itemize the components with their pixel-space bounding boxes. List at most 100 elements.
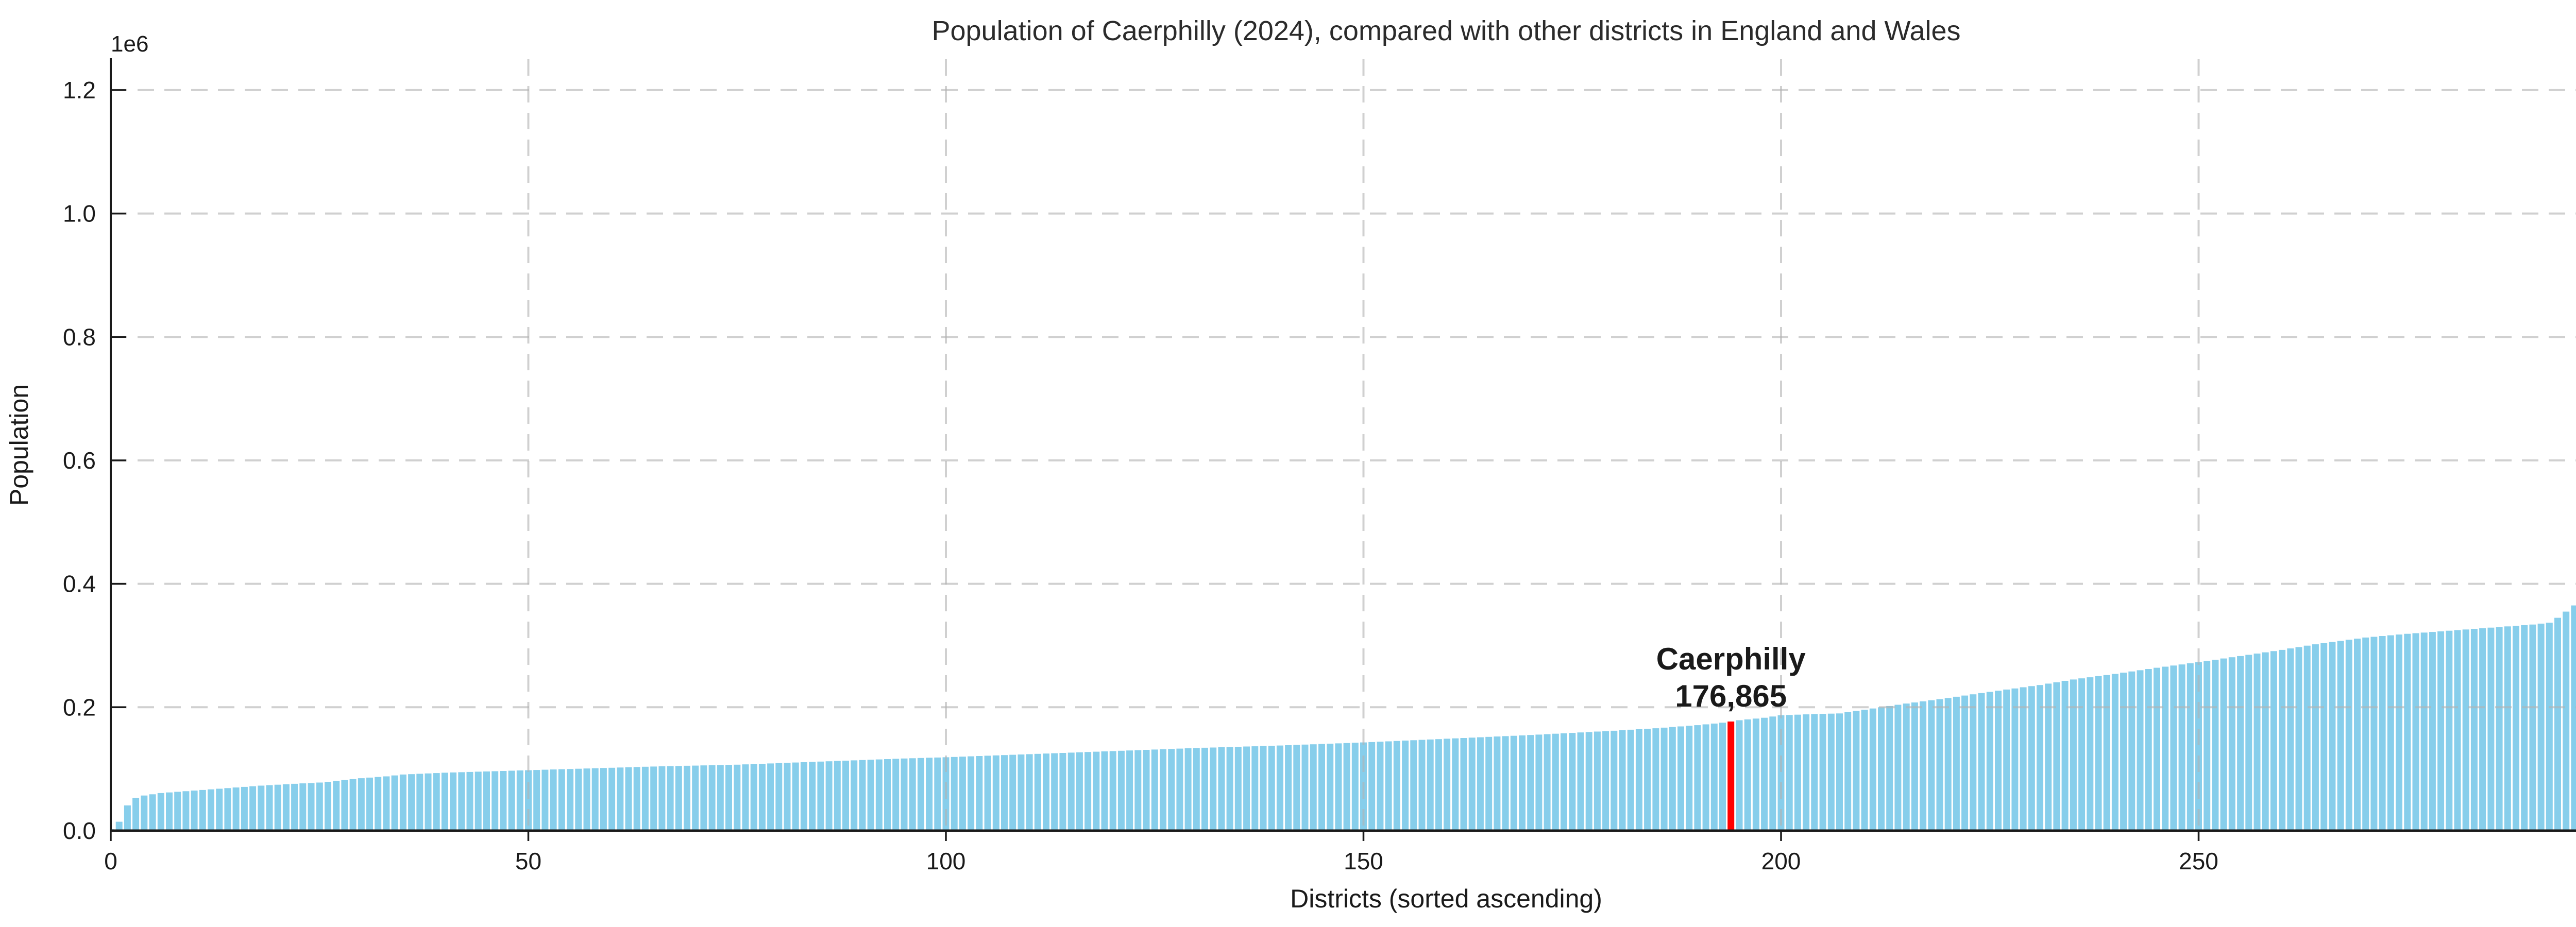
district-bar: [984, 756, 991, 831]
district-bar: [1151, 749, 1158, 831]
district-bar: [199, 789, 206, 831]
district-bar: [892, 759, 900, 831]
district-bar: [441, 772, 448, 831]
district-bar: [2111, 674, 2119, 831]
district-bar: [2195, 662, 2202, 831]
district-bar: [1126, 750, 1133, 831]
district-bar: [1686, 726, 1693, 831]
district-bar: [2245, 655, 2252, 831]
district-bar: [132, 798, 140, 831]
district-bar: [1844, 712, 1852, 831]
caerphilly-bar: [1727, 722, 1735, 831]
district-bar: [1368, 742, 1376, 831]
district-bar: [383, 776, 390, 831]
district-bar: [166, 792, 173, 831]
district-bar: [541, 769, 549, 831]
district-bar: [1710, 724, 1718, 831]
district-bar: [951, 757, 958, 831]
district-bar: [1460, 738, 1467, 831]
y-tick-label: 1.0: [63, 200, 96, 227]
district-bar: [2312, 644, 2319, 831]
district-bar: [1644, 729, 1651, 831]
district-bar: [508, 770, 515, 831]
district-bar: [1519, 735, 1526, 831]
district-bar: [1660, 727, 1668, 831]
district-bar: [800, 762, 807, 831]
district-bar: [600, 768, 607, 831]
district-bar: [2137, 670, 2144, 831]
district-bar: [1093, 751, 1100, 831]
district-bar: [641, 766, 649, 831]
district-bar: [1351, 743, 1359, 831]
district-bar: [1819, 714, 1826, 831]
district-bar: [1251, 746, 1259, 831]
district-bar: [1226, 747, 1233, 831]
district-bar: [1452, 738, 1459, 831]
district-bar: [2546, 623, 2553, 831]
district-bar: [1444, 739, 1451, 831]
district-bar: [817, 761, 824, 831]
chart-title: Population of Caerphilly (2024), compare…: [931, 15, 1960, 46]
annotation-district-name: Caerphilly: [1656, 642, 1806, 676]
district-bar: [567, 769, 574, 831]
district-bar: [1577, 732, 1584, 831]
district-bar: [141, 795, 148, 831]
district-bar: [1218, 747, 1225, 831]
district-bar: [1051, 753, 1058, 831]
district-bar: [308, 783, 315, 831]
x-tick-label: 100: [926, 848, 966, 874]
district-bar: [466, 771, 473, 831]
district-bar: [2396, 634, 2402, 831]
district-bar: [2487, 627, 2495, 831]
district-bar: [2362, 637, 2369, 831]
district-bar: [1786, 715, 1793, 831]
district-bar: [1485, 736, 1493, 831]
district-bar: [1059, 753, 1066, 831]
district-bar: [2320, 643, 2328, 831]
plot-bars: [111, 605, 2576, 831]
district-bar: [2470, 629, 2478, 831]
district-bar: [1034, 753, 1041, 831]
district-bar: [1327, 744, 1334, 831]
district-bar: [1193, 748, 1200, 831]
district-bar: [1936, 699, 1943, 831]
district-bar: [216, 788, 223, 831]
district-bar: [2462, 629, 2469, 831]
district-bar: [2554, 617, 2561, 831]
district-bar: [266, 785, 273, 831]
district-bar: [550, 769, 557, 831]
district-bar: [708, 765, 716, 831]
district-bar: [516, 770, 523, 831]
district-bar: [1243, 746, 1250, 831]
district-bar: [366, 777, 373, 831]
district-bar: [734, 764, 741, 831]
district-bar: [650, 766, 657, 831]
district-bar: [325, 782, 331, 831]
district-bar: [684, 765, 690, 831]
district-bar: [575, 768, 582, 831]
district-bar: [2120, 673, 2127, 831]
district-bar: [333, 781, 340, 831]
district-bar: [1210, 747, 1217, 831]
district-bar: [875, 759, 883, 831]
district-bar: [2513, 626, 2519, 831]
district-bar: [1076, 752, 1083, 831]
gridlines: [111, 59, 2576, 831]
x-tick-label: 250: [2179, 848, 2218, 874]
district-bar: [901, 758, 908, 831]
district-bar: [1719, 723, 1726, 831]
district-bar: [1276, 745, 1283, 831]
district-bar: [591, 768, 599, 831]
district-bar: [2220, 658, 2227, 831]
district-bar: [825, 761, 833, 831]
y-tick-label: 0.4: [63, 571, 96, 597]
district-bar: [2128, 671, 2136, 831]
district-bar: [533, 770, 540, 831]
district-bar: [625, 767, 632, 831]
district-bar: [2529, 624, 2536, 831]
district-bar: [1827, 713, 1835, 831]
district-bar: [968, 756, 975, 831]
district-bar: [1970, 694, 1977, 831]
district-bar: [408, 774, 415, 831]
